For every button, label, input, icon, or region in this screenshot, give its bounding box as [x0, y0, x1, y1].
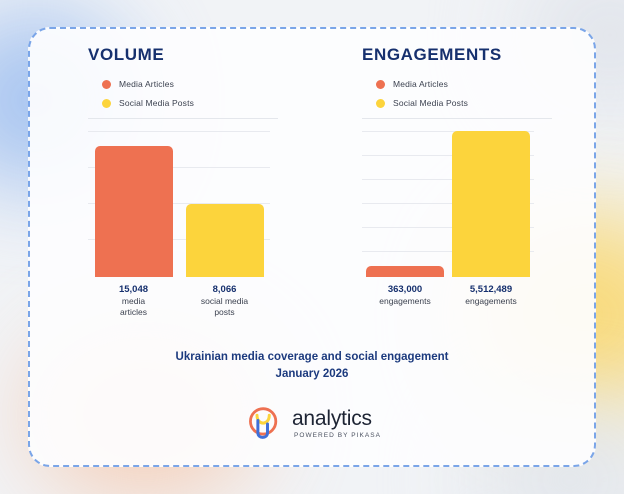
infographic-card: VOLUME Media Articles Social Media Posts	[28, 27, 596, 467]
legend-dot-yellow	[376, 98, 385, 108]
gridlines-volume	[88, 125, 270, 277]
bar-labels-volume: 15,048 media articles 8,066 social media…	[88, 284, 270, 318]
charts-row: VOLUME Media Articles Social Media Posts	[30, 29, 594, 318]
bar-column-social-media-posts	[448, 125, 534, 277]
legend-label-social-media-posts: Social Media Posts	[393, 98, 468, 108]
legend-dot-red	[102, 79, 111, 89]
legend-engagements: Media Articles Social Media Posts	[362, 79, 594, 119]
gridline	[362, 155, 534, 156]
gridline	[88, 167, 270, 168]
logo-tagline: POWERED BY PIKASA	[293, 432, 382, 440]
legend-divider	[88, 118, 278, 119]
bar-caption-social-media-posts-line1: social media	[200, 296, 249, 307]
legend-dot-yellow	[102, 98, 111, 108]
pikasa-swirl-logo-icon	[248, 407, 278, 439]
legend-volume: Media Articles Social Media Posts	[88, 79, 312, 119]
bar-social-media-posts[interactable]	[452, 131, 530, 277]
bar-media-articles[interactable]	[366, 266, 444, 277]
gridline	[88, 131, 270, 132]
bar-label-social-media-posts: 8,066 social media posts	[179, 284, 270, 318]
bar-caption-media-articles-line1: media	[121, 296, 146, 307]
bar-caption-media-articles-line1: engagements	[379, 296, 431, 307]
plot-area-volume	[88, 125, 270, 277]
legend-item-media-articles[interactable]: Media Articles	[362, 79, 594, 89]
legend-label-media-articles: Media Articles	[119, 79, 175, 89]
bar-labels-engagements: 363,000 engagements 5,512,489 engagement…	[362, 284, 534, 307]
chart-volume: VOLUME Media Articles Social Media Posts	[30, 29, 312, 318]
gridline	[88, 203, 270, 204]
bars-volume	[88, 125, 270, 277]
footer-caption: Ukrainian media coverage and social enga…	[30, 349, 594, 384]
bar-value-social-media-posts: 8,066	[212, 284, 237, 295]
chart-title-engagements: ENGAGEMENTS	[362, 45, 502, 64]
legend-dot-red	[376, 79, 385, 89]
chart-engagements: ENGAGEMENTS Media Articles Social Media …	[312, 29, 594, 318]
gridline	[362, 203, 534, 204]
caption-line-2: January 2026	[275, 368, 349, 381]
bar-value-media-articles: 363,000	[387, 284, 423, 295]
bar-column-media-articles	[88, 125, 179, 277]
brand-logo[interactable]: analytics POWERED BY PIKASA	[30, 403, 594, 445]
gridline	[362, 179, 534, 180]
caption-line-1: Ukrainian media coverage and social enga…	[175, 351, 449, 363]
bar-label-social-media-posts: 5,512,489 engagements	[448, 284, 534, 307]
bar-value-media-articles: 15,048	[118, 284, 149, 295]
bar-column-social-media-posts	[179, 125, 270, 277]
gridline	[362, 227, 534, 228]
legend-item-social-media-posts[interactable]: Social Media Posts	[362, 98, 594, 108]
logo-wordmark: analytics	[291, 407, 372, 431]
bar-column-media-articles	[362, 125, 448, 277]
bar-label-media-articles: 15,048 media articles	[88, 284, 179, 318]
gridlines-engagements	[362, 125, 534, 277]
chart-title-volume: VOLUME	[88, 45, 165, 64]
gridline	[362, 131, 534, 132]
gridline	[88, 239, 270, 240]
legend-item-media-articles[interactable]: Media Articles	[88, 79, 312, 89]
legend-divider	[362, 118, 552, 119]
bar-label-media-articles: 363,000 engagements	[362, 284, 448, 307]
bar-value-social-media-posts: 5,512,489	[469, 284, 513, 295]
legend-item-social-media-posts[interactable]: Social Media Posts	[88, 98, 312, 108]
gridline	[362, 251, 534, 252]
bar-media-articles[interactable]	[94, 146, 173, 277]
logo-text: analytics POWERED BY PIKASA	[292, 408, 381, 440]
bars-engagements	[362, 125, 534, 277]
bar-caption-social-media-posts-line1: engagements	[465, 296, 517, 307]
plot-area-engagements	[362, 125, 534, 277]
bar-social-media-posts[interactable]	[185, 204, 264, 277]
bar-caption-social-media-posts-line2: posts	[214, 307, 235, 318]
legend-label-social-media-posts: Social Media Posts	[119, 98, 194, 108]
bar-caption-media-articles-line2: articles	[120, 307, 147, 318]
legend-label-media-articles: Media Articles	[393, 79, 449, 89]
